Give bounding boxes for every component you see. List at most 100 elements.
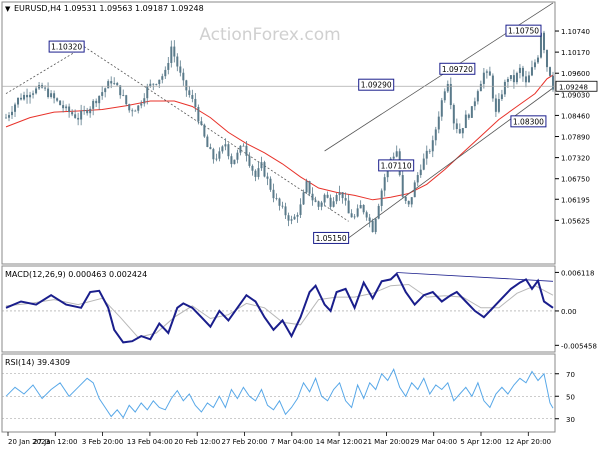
candle-body xyxy=(65,106,68,109)
price-annotation-box xyxy=(510,115,547,128)
x-tick-label: 12 Apr 20:00 xyxy=(505,438,551,446)
candle-body xyxy=(86,110,89,114)
macd-title: MACD(12,26,9) 0.000463 0.002424 xyxy=(5,270,147,279)
price-y-tick-label: 1.08460 xyxy=(561,112,590,120)
candle-body xyxy=(200,121,203,125)
price-annotation-box xyxy=(313,231,350,244)
candle-body xyxy=(461,128,464,134)
candle-body xyxy=(371,221,374,233)
candle-body xyxy=(377,205,380,219)
candle-body xyxy=(206,136,209,148)
candle-body xyxy=(20,97,23,100)
candle-body xyxy=(302,192,305,205)
candle-body xyxy=(119,85,122,96)
candle-body xyxy=(326,194,329,198)
candle-body xyxy=(95,100,98,104)
x-tick-label: 14 Mar 12:00 xyxy=(316,438,363,446)
candle-body xyxy=(347,200,350,214)
candle-body xyxy=(47,88,50,98)
candle-body xyxy=(407,200,410,205)
candle-body xyxy=(113,83,116,84)
candle-body xyxy=(80,111,83,120)
price-annotation-box xyxy=(439,62,476,75)
current-price-label: 1.09248 xyxy=(559,83,588,91)
candle-body xyxy=(104,88,107,93)
candle-body xyxy=(434,129,437,141)
candle-body xyxy=(527,75,530,83)
candle-body xyxy=(344,198,347,201)
candle-body xyxy=(122,95,125,96)
candle-body xyxy=(146,86,149,99)
candle-body xyxy=(218,151,221,159)
candle-body xyxy=(137,105,140,111)
channel-line xyxy=(348,87,554,239)
candle-body xyxy=(227,144,230,157)
candle-body xyxy=(26,94,29,98)
menu-arrow-icon[interactable]: ▼ xyxy=(5,5,11,13)
candle-body xyxy=(266,176,269,179)
price-y-tick-label: 1.07890 xyxy=(561,134,590,142)
candle-body xyxy=(8,115,11,118)
candle-body xyxy=(479,83,482,92)
candle-body xyxy=(29,94,32,98)
candle-body xyxy=(296,214,299,217)
candle-body xyxy=(92,100,95,109)
macd-y-tick-label: -0.005458 xyxy=(561,342,597,350)
candle-body xyxy=(209,147,212,150)
candle-body xyxy=(203,124,206,137)
candle-body xyxy=(236,152,239,160)
candle-body xyxy=(251,165,254,171)
candle-body xyxy=(263,162,266,177)
candle-body xyxy=(359,204,362,209)
candle-body xyxy=(350,213,353,218)
candle-body xyxy=(488,71,491,76)
candle-body xyxy=(155,84,158,85)
current-price-box xyxy=(555,80,598,92)
candle-body xyxy=(74,114,77,118)
candle-body xyxy=(374,218,377,233)
candle-body xyxy=(170,46,173,63)
candle-body xyxy=(332,201,335,207)
candle-body xyxy=(431,140,434,152)
candle-body xyxy=(308,181,311,194)
x-tick-label: 5 Apr 12:00 xyxy=(460,438,501,446)
candle-body xyxy=(89,108,92,114)
candle-body xyxy=(44,87,47,89)
candle-body xyxy=(140,103,143,106)
candle-body xyxy=(386,166,389,178)
candle-body xyxy=(272,189,275,199)
candle-body xyxy=(179,66,182,73)
candle-body xyxy=(143,98,146,104)
price-annotation-label: 1.08300 xyxy=(513,117,544,126)
candle-body xyxy=(536,57,539,63)
x-tick-label: 27 Jan 12:00 xyxy=(33,438,77,446)
macd-y-tick-label: 0.00 xyxy=(561,308,577,316)
price-annotation-box xyxy=(358,78,395,91)
candle-body xyxy=(281,205,284,207)
macd-pane-frame xyxy=(1,265,556,353)
price-annotation-box xyxy=(505,24,542,37)
price-annotation-label: 1.10320 xyxy=(51,43,82,52)
rsi-y-tick-label: 70 xyxy=(566,371,575,379)
candle-body xyxy=(149,83,152,87)
rsi-title: RSI(14) 39.4309 xyxy=(5,358,70,367)
candle-body xyxy=(176,56,179,67)
candle-body xyxy=(173,46,176,57)
candle-body xyxy=(476,91,479,102)
candle-body xyxy=(245,145,248,156)
symbol-line: EURUSD,H4 1.09531 1.09563 1.09187 1.0924… xyxy=(14,4,204,13)
candle-body xyxy=(299,204,302,215)
candle-body xyxy=(464,114,467,129)
price-y-tick-label: 1.09030 xyxy=(561,91,590,99)
candle-body xyxy=(506,78,509,82)
price-y-tick-label: 1.05625 xyxy=(561,217,590,225)
candle-body xyxy=(212,149,215,160)
price-y-tick-label: 1.10740 xyxy=(561,28,590,36)
candle-body xyxy=(338,192,341,196)
price-y-tick-label: 1.10170 xyxy=(561,49,590,57)
rsi-line xyxy=(5,368,554,419)
candle-body xyxy=(491,75,494,99)
macd-signal-line xyxy=(5,283,554,338)
